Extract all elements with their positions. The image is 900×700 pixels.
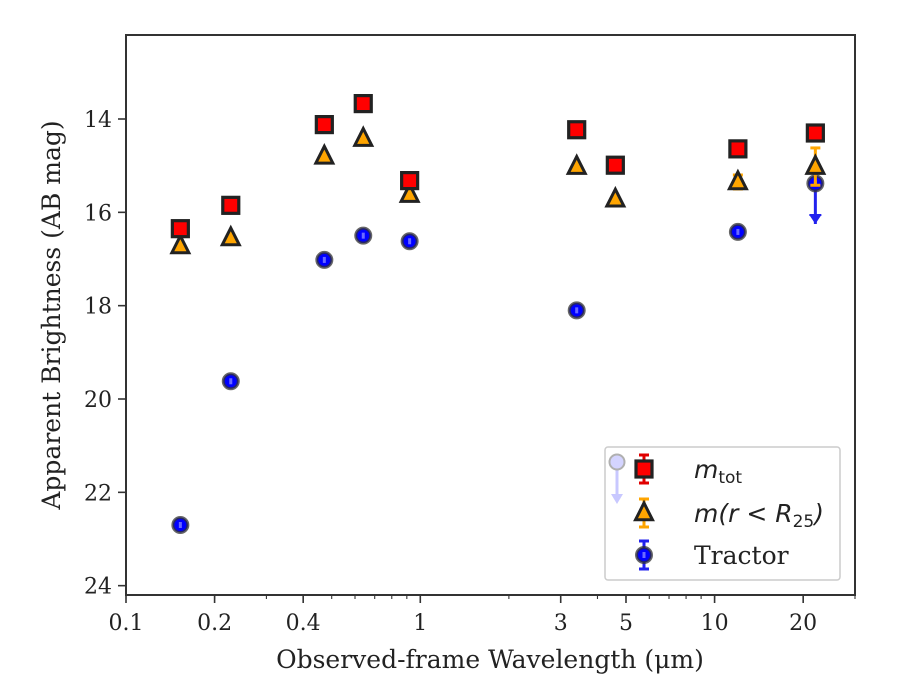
data-point-square (805, 123, 825, 143)
x-tick-label: 10 (701, 611, 729, 636)
legend-label-sub: 25 (793, 512, 815, 532)
data-point-triangle (726, 168, 749, 191)
legend-ghost-arrow-head (611, 494, 623, 504)
y-tick-label: 16 (84, 201, 112, 226)
legend-label-main: m (694, 455, 718, 484)
legend-label: Tractor (694, 541, 789, 570)
legend-label-text: Tractor (694, 541, 789, 570)
legend-marker-square (634, 459, 654, 479)
data-point-square (221, 195, 241, 215)
data-point-circle-errbar (178, 522, 182, 528)
y-tick-label: 20 (84, 388, 112, 413)
x-tick-label: 3 (554, 611, 568, 636)
legend-label-sub: tot (718, 468, 742, 488)
data-point-circle-errbar (229, 378, 233, 385)
legend-label-text: ) (812, 499, 824, 528)
legend-marker-triangle (633, 499, 655, 522)
data-point-square (353, 93, 373, 114)
x-tick-label: 0.2 (197, 611, 232, 636)
series-m-r25 (169, 125, 827, 255)
series-tractor (171, 174, 825, 534)
x-axis-label: Observed-frame Wavelength (μm) (276, 645, 704, 674)
x-tick-label: 0.1 (109, 611, 144, 636)
y-tick-label: 24 (84, 575, 112, 600)
x-tick-label: 0.4 (286, 611, 321, 636)
data-marks (169, 93, 827, 534)
y-tick-label: 22 (84, 481, 112, 506)
data-point-triangle (804, 153, 827, 175)
legend-label-main: m(r < R (694, 499, 793, 528)
y-axis-label: Apparent Brightness (AB mag) (37, 120, 66, 510)
data-point-triangle (565, 153, 588, 175)
series-m-tot (170, 93, 825, 239)
data-point-circle-errbar (575, 307, 579, 314)
data-point-circle-errbar (408, 238, 412, 245)
data-point-triangle (352, 125, 375, 147)
axes: 0.1 0.2 0.4 1 3 5 10 20 14 16 18 20 22 24 (84, 108, 856, 636)
data-point-square (728, 139, 748, 159)
data-point-triangle (169, 232, 192, 255)
data-point-triangle (219, 224, 242, 247)
x-tick-label: 20 (789, 611, 817, 636)
legend-label: mtot (694, 455, 742, 488)
y-tick-label: 18 (84, 295, 112, 320)
legend-marker-circle-errbar (642, 552, 646, 558)
y-tick-label: 14 (84, 108, 112, 133)
upper-limit-arrow-head (809, 215, 822, 224)
data-point-circle-errbar (361, 232, 365, 239)
data-point-square (314, 114, 334, 135)
data-point-circle-errbar (736, 228, 740, 235)
data-point-square (400, 171, 420, 191)
legend-label: m(r < R25) (694, 499, 824, 532)
x-tick-label: 1 (413, 611, 427, 636)
data-point-circle-errbar (322, 256, 326, 263)
legend-box (604, 446, 841, 581)
data-point-triangle (313, 142, 336, 165)
legend: mtot m(r < R25) Tractor (604, 446, 841, 581)
data-point-triangle (604, 185, 627, 208)
data-point-square (605, 155, 625, 175)
x-tick-label: 5 (619, 611, 633, 636)
data-point-square (170, 219, 190, 239)
data-point-square (567, 120, 587, 140)
data-point-triangle (398, 181, 421, 203)
legend-ghost-circle (608, 453, 626, 471)
